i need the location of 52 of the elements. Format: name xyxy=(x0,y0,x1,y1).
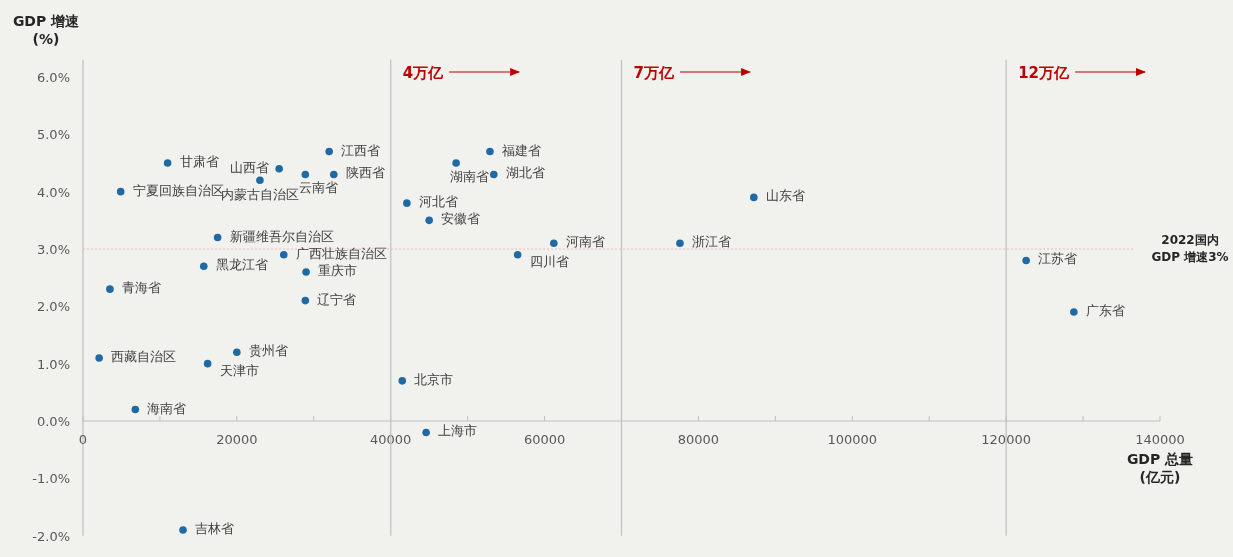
annotation: 上海市 xyxy=(438,423,478,439)
y-tick-label: 4.0% xyxy=(36,184,70,200)
annotation: 黑龙江省 xyxy=(215,257,268,273)
annotation: 贵州省 xyxy=(248,343,288,359)
annotation: 安徽省 xyxy=(441,211,481,227)
annotation: 广东省 xyxy=(1085,303,1125,319)
x-axis-title: GDP 总量 (亿元) xyxy=(1126,451,1194,485)
x-tick-label: 140000 xyxy=(1135,432,1185,447)
ref-line-label: 7万亿 xyxy=(633,64,675,82)
y-tick-label: 0.0% xyxy=(36,414,70,429)
annotation: 吉林省 xyxy=(195,520,235,536)
y-axis-title: GDP 增速 (%) xyxy=(12,13,81,47)
annotation: 辽宁省 xyxy=(317,291,357,307)
annotation: 山东省 xyxy=(765,188,805,204)
x-tick-label: 120000 xyxy=(981,432,1031,447)
y-tick-label: 5.0% xyxy=(36,127,70,143)
annotation: 江苏省 xyxy=(1038,251,1078,267)
annotation: 海南省 xyxy=(147,400,187,416)
x-tick-label: 20000 xyxy=(216,432,258,447)
annotation: 新疆维吾尔自治区 xyxy=(229,228,334,244)
annotation: 天津市 xyxy=(219,362,259,378)
annotation: 河南省 xyxy=(565,234,605,250)
y-tick-label: -2.0% xyxy=(32,528,70,544)
annotation: 四川省 xyxy=(529,253,569,269)
annotation: 西藏自治区 xyxy=(111,348,177,364)
y-tick-label: 1.0% xyxy=(36,356,70,372)
y-tick-label: -1.0% xyxy=(32,471,70,487)
annotation: 甘肃省 xyxy=(179,154,219,169)
y-tick-label: 2.0% xyxy=(36,299,70,315)
y-tick-label: 6.0% xyxy=(36,70,70,85)
annotation: 江西省 xyxy=(341,142,381,158)
annotation: 福建省 xyxy=(501,142,541,158)
x-tick-label: 40000 xyxy=(370,432,412,447)
x-tick-label: 80000 xyxy=(677,432,720,447)
x-tick-label: 60000 xyxy=(523,432,566,447)
annotation: 河北省 xyxy=(418,194,458,210)
annotation: 湖南省 xyxy=(450,169,490,184)
y-tick-label: 3.0% xyxy=(36,242,70,257)
annotation: 北京市 xyxy=(414,371,454,387)
annotation: 云南省 xyxy=(299,180,339,196)
annotation: 广西壮族自治区 xyxy=(295,245,387,261)
ref-line-label: 2022国内 GDP 增速3% xyxy=(1151,233,1229,264)
ref-line-label: 12万亿 xyxy=(1018,64,1071,82)
annotation: 重庆市 xyxy=(318,262,358,278)
annotation: 浙江省 xyxy=(691,234,731,250)
annotation: 山西省 xyxy=(230,159,270,175)
x-tick-label: 100000 xyxy=(827,432,878,447)
ref-line-label: 4万亿 xyxy=(402,64,445,82)
annotation: 青海省 xyxy=(121,280,161,296)
annotation: 陕西省 xyxy=(345,165,385,181)
x-tick-label: 0 xyxy=(78,432,88,447)
annotation: 湖北省 xyxy=(505,165,545,181)
